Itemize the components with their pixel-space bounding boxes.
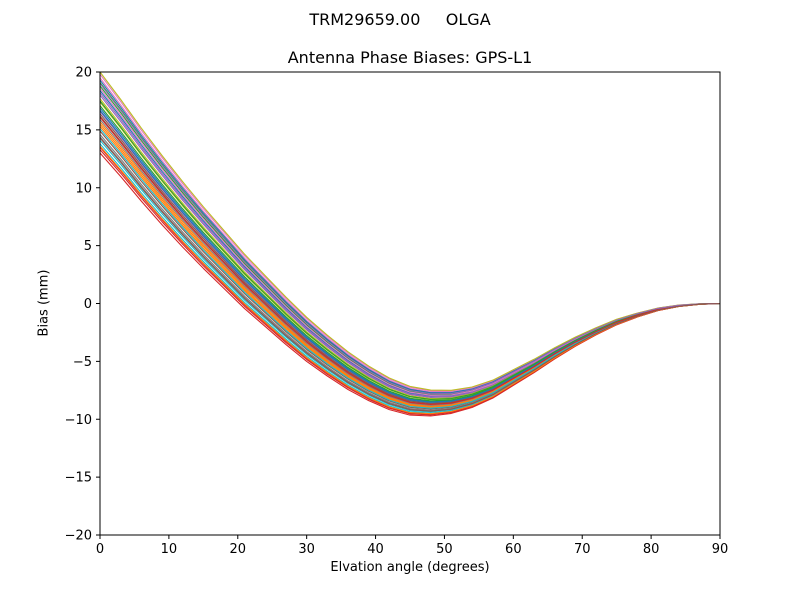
series-line bbox=[99, 152, 721, 417]
x-tick-label: 40 bbox=[367, 542, 384, 557]
series-line bbox=[99, 130, 721, 410]
series-line bbox=[99, 121, 721, 407]
x-tick-label: 90 bbox=[712, 542, 729, 557]
x-tick-label: 10 bbox=[161, 542, 178, 557]
series-line bbox=[99, 116, 721, 406]
series-line bbox=[99, 128, 721, 409]
y-tick-label: 0 bbox=[84, 297, 92, 312]
series-line bbox=[99, 71, 721, 391]
series-line bbox=[99, 115, 721, 405]
series-line bbox=[99, 145, 721, 415]
series-line bbox=[99, 139, 721, 413]
x-tick-label: 50 bbox=[436, 542, 453, 557]
axes-frame bbox=[99, 71, 721, 536]
x-tick-label: 80 bbox=[643, 542, 660, 557]
x-tick-label: 0 bbox=[96, 542, 104, 557]
series-line bbox=[99, 146, 721, 415]
y-tick-label: 10 bbox=[75, 181, 92, 196]
y-tick-label: 5 bbox=[84, 239, 92, 254]
series-line bbox=[99, 126, 721, 409]
series-line bbox=[99, 100, 721, 400]
y-tick-label: −20 bbox=[65, 529, 92, 544]
series-line bbox=[99, 119, 721, 406]
series-line bbox=[99, 143, 721, 414]
y-tick-label: 15 bbox=[75, 123, 92, 138]
y-tick-label: 20 bbox=[75, 66, 92, 81]
axes-title: Antenna Phase Biases: GPS-L1 bbox=[287, 48, 533, 67]
series-line bbox=[99, 134, 721, 411]
y-tick-label: −15 bbox=[65, 471, 92, 486]
series-line bbox=[99, 123, 721, 408]
series-line bbox=[99, 149, 721, 416]
x-tick-label: 30 bbox=[298, 542, 315, 557]
x-tick-label: 70 bbox=[574, 542, 591, 557]
x-tick-label: 60 bbox=[505, 542, 522, 557]
y-tick-label: −10 bbox=[65, 413, 92, 428]
y-tick-label: −5 bbox=[73, 355, 92, 370]
series-line bbox=[99, 113, 721, 404]
series-line bbox=[99, 109, 721, 403]
x-axis-label: Elvation angle (degrees) bbox=[330, 560, 490, 575]
series-line bbox=[99, 137, 721, 412]
series-line bbox=[99, 87, 721, 396]
figure-suptitle: TRM29659.00 OLGA bbox=[309, 10, 491, 29]
series-line bbox=[99, 98, 721, 400]
x-tick-label: 20 bbox=[230, 542, 247, 557]
series-line bbox=[99, 83, 721, 395]
series-line bbox=[99, 136, 721, 412]
